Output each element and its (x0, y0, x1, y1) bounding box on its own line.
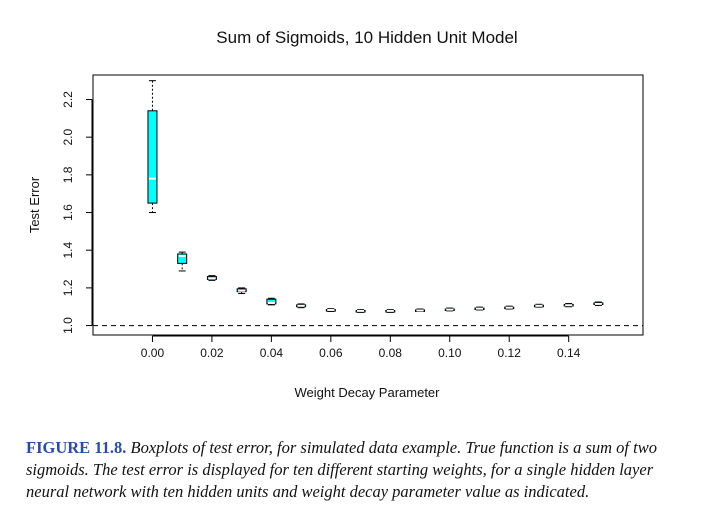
box-iqr (177, 253, 188, 264)
y-tick-label: 1.0 (61, 317, 75, 334)
box-1 (177, 251, 188, 272)
y-tick-label: 2.0 (61, 129, 75, 146)
x-tick-label: 0.10 (438, 346, 462, 360)
box-iqr (147, 110, 158, 204)
plot-area (93, 80, 643, 327)
y-tick-label: 1.8 (61, 166, 75, 183)
y-tick-label: 1.6 (61, 204, 75, 221)
figure-caption-text: Boxplots of test error, for simulated da… (26, 438, 657, 501)
box-5 (296, 303, 307, 309)
figure-caption: FIGURE 11.8. Boxplots of test error, for… (26, 437, 686, 503)
y-tick-label: 1.4 (61, 242, 75, 259)
x-tick-label: 0.00 (141, 346, 165, 360)
box-3 (236, 287, 247, 295)
box-15 (593, 301, 604, 306)
box-0 (147, 80, 158, 214)
box-6 (325, 308, 336, 312)
x-tick-label: 0.04 (260, 346, 284, 360)
box-7 (355, 309, 366, 313)
box-2 (206, 275, 217, 281)
box-8 (385, 309, 396, 313)
box-12 (504, 305, 515, 310)
y-tick-label: 2.2 (61, 91, 75, 108)
boxplot-chart: Sum of Sigmoids, 10 Hidden Unit Model 0.… (27, 28, 644, 400)
box-10 (444, 307, 455, 312)
y-axis-label: Test Error (27, 176, 42, 233)
box-11 (474, 306, 485, 311)
box-14 (563, 303, 574, 308)
x-axis: 0.00 0.02 0.04 0.06 0.08 0.10 0.12 0.14 (141, 335, 581, 360)
box-4 (266, 297, 277, 306)
chart-title: Sum of Sigmoids, 10 Hidden Unit Model (216, 28, 517, 47)
figure-label: FIGURE 11.8. (26, 438, 127, 457)
axes: 0.00 0.02 0.04 0.06 0.08 0.10 0.12 0.141.01.21.… (61, 91, 581, 360)
y-axis: 1.0 1.2 1.4 1.6 1.8 2.0 2.2 (61, 91, 93, 334)
x-tick-label: 0.02 (200, 346, 224, 360)
y-tick-label: 1.2 (61, 279, 75, 296)
x-tick-label: 0.06 (319, 346, 343, 360)
box-13 (533, 303, 544, 308)
x-tick-label: 0.12 (498, 346, 522, 360)
x-tick-label: 0.14 (557, 346, 581, 360)
x-tick-label: 0.08 (379, 346, 403, 360)
box-9 (415, 308, 426, 312)
plot-frame (92, 74, 644, 336)
x-axis-label: Weight Decay Parameter (295, 385, 441, 400)
